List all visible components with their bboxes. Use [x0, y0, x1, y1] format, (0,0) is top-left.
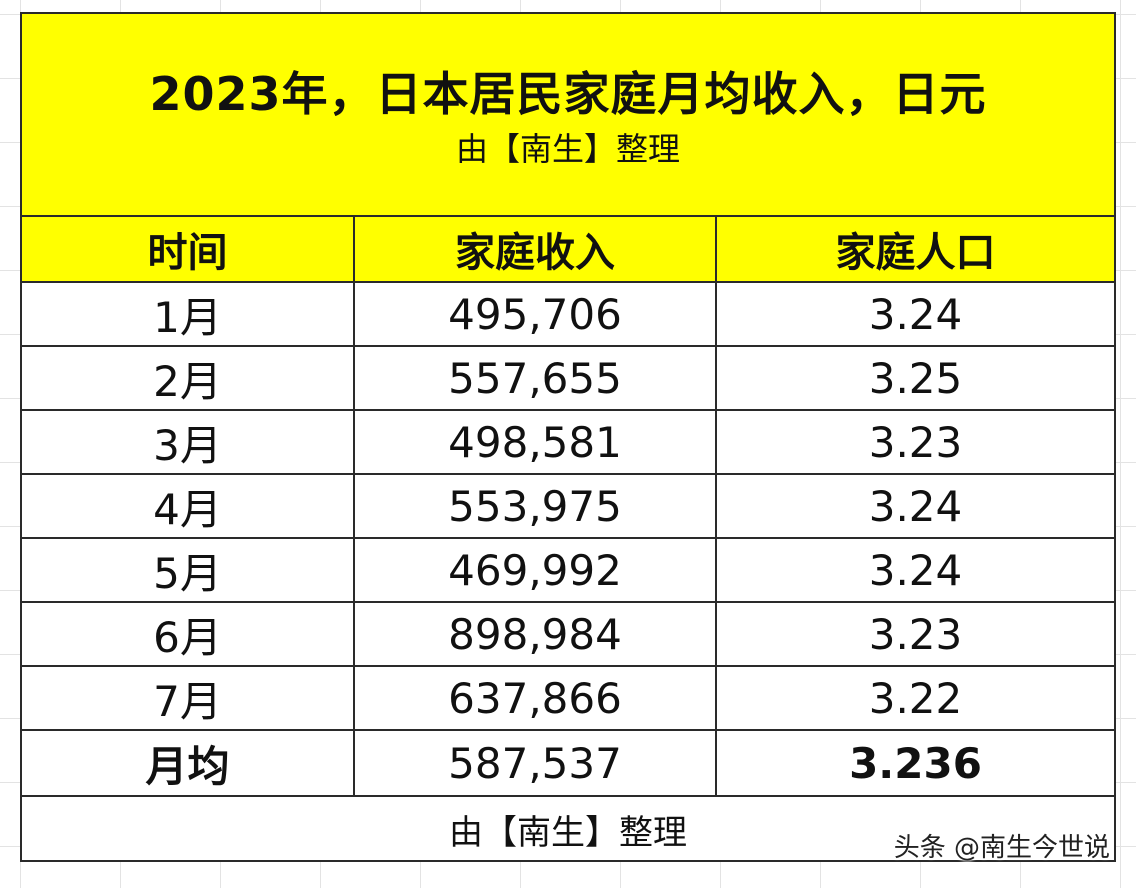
cell-month: 1月: [22, 281, 355, 347]
cell-month: 7月: [22, 665, 355, 731]
column-header-persons: 家庭人口: [715, 217, 1114, 283]
cell-income: 495,706: [353, 281, 717, 347]
watermark: 头条 @南生今世说: [893, 833, 1110, 863]
cell-income: 898,984: [353, 601, 717, 667]
average-row: 月均 587,537 3.236: [22, 729, 1114, 797]
column-header-time: 时间: [22, 217, 355, 283]
cell-month: 6月: [22, 601, 355, 667]
cell-income: 469,992: [353, 537, 717, 603]
table-title: 2023年，日本居民家庭月均收入，日元: [149, 66, 987, 121]
table-subtitle: 由【南生】整理: [455, 129, 680, 168]
table-row: 6月 898,984 3.23: [22, 601, 1114, 667]
column-header-income: 家庭收入: [353, 217, 717, 283]
average-label: 月均: [22, 729, 355, 797]
cell-month: 5月: [22, 537, 355, 603]
table-row: 2月 557,655 3.25: [22, 345, 1114, 411]
cell-month: 3月: [22, 409, 355, 475]
cell-persons: 3.24: [715, 537, 1114, 603]
cell-income: 637,866: [353, 665, 717, 731]
title-block: 2023年，日本居民家庭月均收入，日元 由【南生】整理: [22, 14, 1114, 217]
cell-income: 557,655: [353, 345, 717, 411]
cell-month: 4月: [22, 473, 355, 539]
cell-month: 2月: [22, 345, 355, 411]
table-row: 3月 498,581 3.23: [22, 409, 1114, 475]
data-table: 时间 家庭收入 家庭人口 1月 495,706 3.24 2月 557,655 …: [22, 217, 1114, 797]
cell-income: 498,581: [353, 409, 717, 475]
income-table: 2023年，日本居民家庭月均收入，日元 由【南生】整理 时间 家庭收入 家庭人口…: [20, 12, 1116, 862]
table-footer: 由【南生】整理: [449, 812, 687, 853]
cell-persons: 3.25: [715, 345, 1114, 411]
cell-persons: 3.22: [715, 665, 1114, 731]
average-income: 587,537: [353, 729, 717, 797]
cell-income: 553,975: [353, 473, 717, 539]
table-row: 7月 637,866 3.22: [22, 665, 1114, 731]
cell-persons: 3.23: [715, 409, 1114, 475]
table-row: 1月 495,706 3.24: [22, 281, 1114, 347]
header-row: 时间 家庭收入 家庭人口: [22, 217, 1114, 283]
cell-persons: 3.24: [715, 473, 1114, 539]
cell-persons: 3.24: [715, 281, 1114, 347]
cell-persons: 3.23: [715, 601, 1114, 667]
average-persons: 3.236: [715, 729, 1114, 797]
table-row: 5月 469,992 3.24: [22, 537, 1114, 603]
table-row: 4月 553,975 3.24: [22, 473, 1114, 539]
